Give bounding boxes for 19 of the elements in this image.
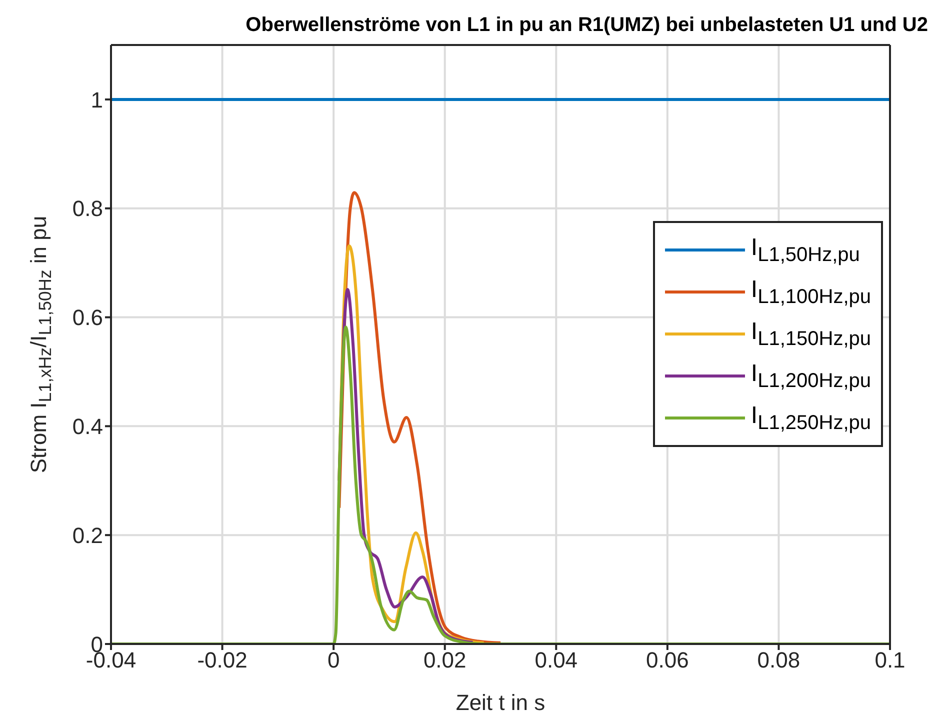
y-tick-label: 1 [90, 87, 103, 112]
y-tick-label: 0.6 [72, 305, 103, 330]
legend-label: I$_{L1,250Hz,pu}$ [750, 402, 871, 434]
x-tick-label: 0.04 [534, 648, 578, 673]
y-tick-label: 0.4 [72, 414, 103, 439]
legend-label: I$_{L1,200Hz,pu}$ [750, 360, 871, 392]
y-tick-label: 0.8 [72, 196, 103, 222]
legend-label: I$_{L1,150Hz,pu}$ [750, 318, 871, 350]
x-tick-label: 0.06 [646, 648, 689, 673]
y-tick-label: 0.2 [72, 522, 103, 548]
legend-label: I$_{L1,50Hz,pu}$ [750, 234, 860, 266]
x-tick-label: -0.02 [197, 648, 248, 673]
x-tick-label: 0.02 [423, 648, 466, 673]
x-axis-title: Zeit t in s [456, 690, 546, 715]
x-tick-label: 0 [327, 648, 340, 673]
legend-label: I$_{L1,100Hz,pu}$ [750, 276, 871, 308]
x-tick-label: 0.08 [757, 648, 800, 673]
chart-title: Oberwellenströme von L1 in pu an R1(UMZ) bei unbelasteten U1 und U2 [244, 14, 928, 37]
x-tick-label: 0.1 [874, 648, 906, 673]
